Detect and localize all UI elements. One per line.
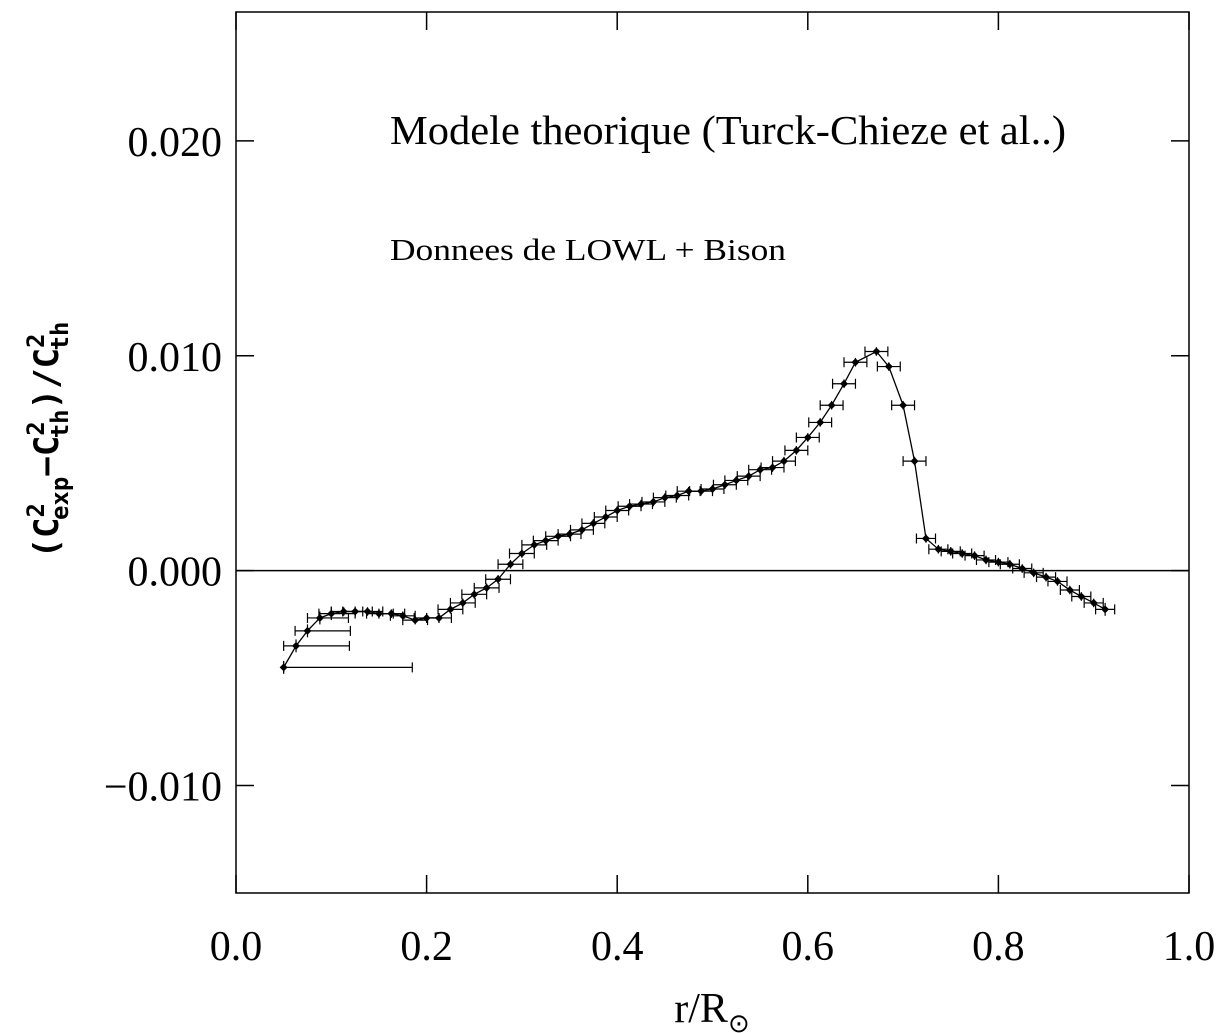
point [613, 506, 622, 515]
point [768, 463, 777, 472]
point [708, 485, 717, 494]
point [303, 626, 312, 635]
y-label-part: th [46, 409, 74, 438]
plot-frame [235, 11, 1190, 894]
y-label-part: 2 [22, 333, 50, 347]
point [315, 613, 324, 622]
point [899, 401, 908, 410]
x-label-part: r/R [674, 986, 728, 1032]
point [589, 519, 598, 528]
y-label-part: (C [27, 517, 67, 558]
point [434, 613, 443, 622]
y-tick-label: −0.010 [104, 765, 222, 811]
point [577, 525, 586, 534]
x-error-bar [294, 625, 351, 636]
annotation: Donnees de LOWL + Bison [390, 232, 787, 267]
y-label-part: 2 [22, 503, 50, 517]
y-tick-label: 0.000 [128, 550, 223, 596]
point [982, 555, 991, 564]
y-label-part: −C [27, 436, 67, 477]
point [744, 472, 753, 481]
point [363, 607, 372, 616]
point [530, 540, 539, 549]
x-tick-label: 0.0 [210, 924, 263, 970]
point [446, 605, 455, 614]
x-tick-label: 1.0 [1163, 924, 1216, 970]
point [934, 545, 943, 554]
point [827, 401, 836, 410]
point [565, 530, 574, 539]
x-error-bar [318, 608, 356, 619]
x-axis-label: r/R⊙ [674, 986, 749, 1033]
point [279, 663, 288, 672]
point [517, 549, 526, 558]
x-error-bar [283, 662, 413, 673]
point [1065, 586, 1074, 595]
x-error-bar [306, 612, 350, 623]
point [910, 457, 919, 466]
point [851, 358, 860, 367]
point [1005, 560, 1014, 569]
point [387, 609, 396, 618]
point [482, 583, 491, 592]
y-label-part: )/C [27, 348, 67, 409]
point [1101, 605, 1110, 614]
point [1077, 592, 1086, 601]
point [601, 512, 610, 521]
x-tick-label: 0.8 [972, 924, 1025, 970]
x-tick-label: 0.2 [400, 924, 453, 970]
annotation: Modele theorique (Turck-Chieze et al..) [390, 107, 1066, 153]
point [756, 465, 765, 474]
y-label-part: 2 [22, 421, 50, 435]
y-label-part: th [46, 322, 74, 351]
x-label-part: ⊙ [728, 1009, 750, 1033]
point [840, 379, 849, 388]
point [779, 457, 788, 466]
point [884, 362, 893, 371]
point [816, 418, 825, 427]
point [470, 590, 479, 599]
point [458, 598, 467, 607]
y-tick-label: 0.020 [128, 120, 223, 166]
point [684, 487, 693, 496]
point [1029, 568, 1038, 577]
point [292, 641, 301, 650]
y-label-part: exp [46, 477, 74, 520]
point [792, 446, 801, 455]
point [637, 500, 646, 509]
point [506, 560, 515, 569]
x-tick-label: 0.6 [782, 924, 835, 970]
point [872, 347, 881, 356]
point [660, 493, 669, 502]
y-tick-label: 0.010 [128, 335, 223, 381]
point [958, 549, 967, 558]
point [1053, 577, 1062, 586]
point [411, 616, 420, 625]
x-tick-label: 0.4 [591, 924, 644, 970]
point [732, 476, 741, 485]
point [803, 433, 812, 442]
point [494, 575, 503, 584]
y-axis-label: (C2exp−C2th)/C2th [22, 322, 74, 559]
point [921, 534, 930, 543]
